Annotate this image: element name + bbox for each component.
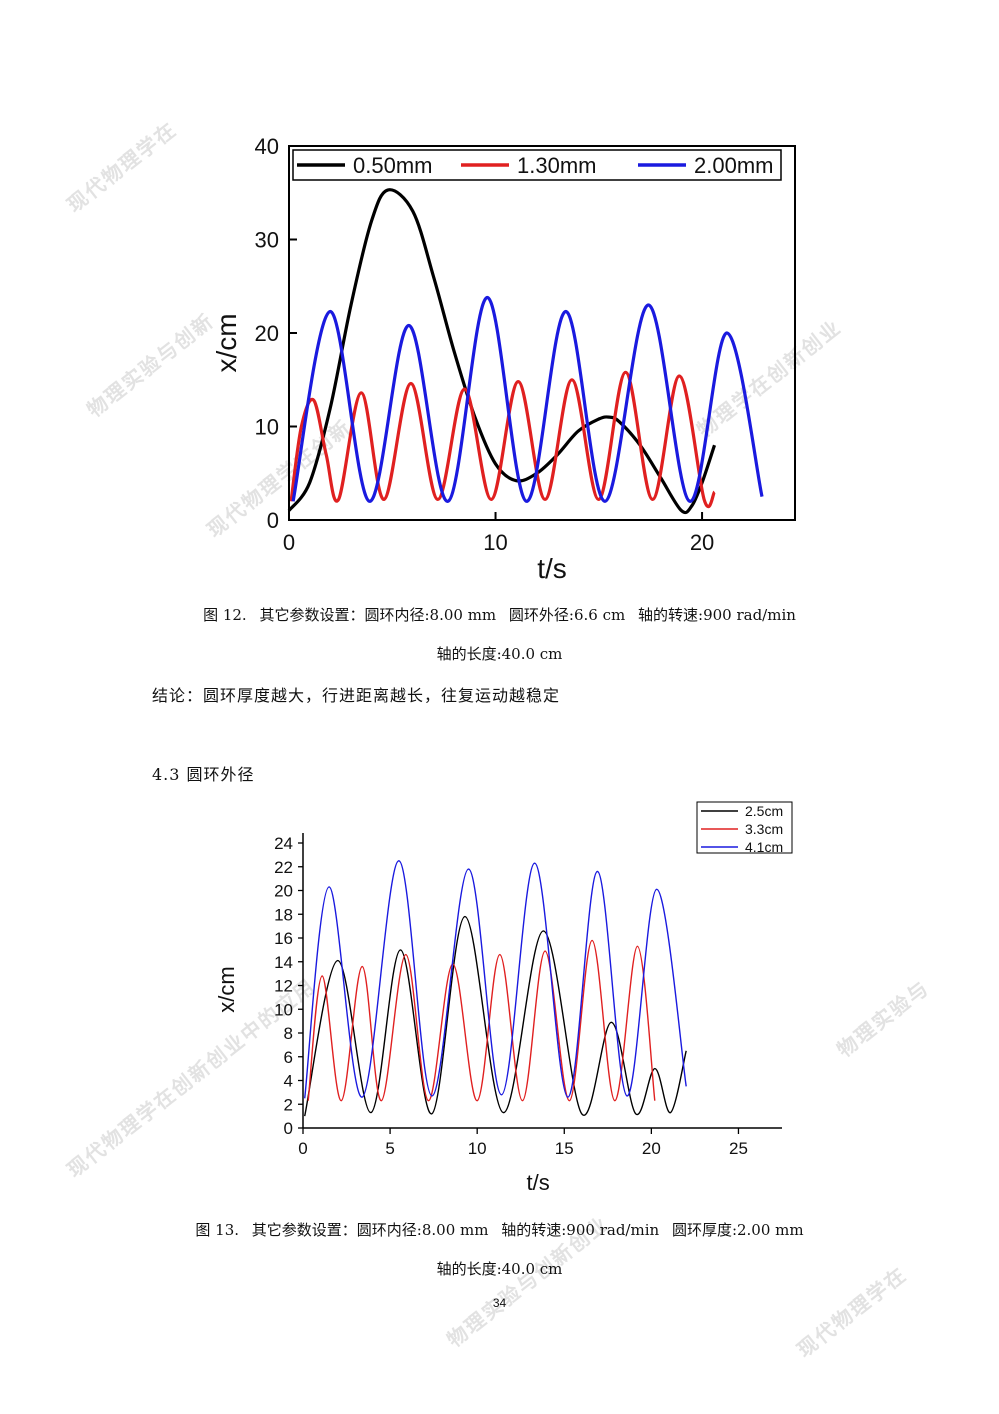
series-line-3.3cm (307, 939, 656, 1102)
figure-13-caption-line2: 轴的长度:40.0 cm (436, 1260, 563, 1278)
x-tick-label: 0 (298, 1139, 307, 1158)
y-tick-label: 10 (255, 415, 279, 440)
x-tick-label: 25 (729, 1139, 748, 1158)
y-tick-label: 0 (284, 1119, 293, 1138)
caption-part: 圆环外径:6.6 cm (508, 606, 626, 624)
caption-part: 其它参数设置：圆环内径:8.00 mm (251, 1221, 489, 1239)
section-heading: 4.3 圆环外径 (152, 765, 255, 784)
legend-label: 0.50mm (353, 153, 432, 178)
y-tick-label: 16 (274, 929, 293, 948)
y-tick-label: 0 (267, 508, 279, 533)
caption-part: 其它参数设置：圆环内径:8.00 mm (259, 606, 497, 624)
figure-12-svg: 0 10 20 30 40 0 10 20 t/s x/cm 0.50mm 1.30mm 2.00mm (211, 134, 796, 584)
y-tick-label: 8 (284, 1024, 293, 1043)
conclusion-text: 结论：圆环厚度越大，行进距离越长，往复运动越稳定 (152, 686, 561, 705)
y-tick-label: 10 (274, 1000, 293, 1019)
plot-frame (288, 145, 796, 521)
legend-label: 2.00mm (694, 153, 773, 178)
y-tick-label: 12 (274, 977, 293, 996)
y-tick-label: 4 (284, 1072, 293, 1091)
y-tick-label: 14 (274, 953, 293, 972)
caption-part: 轴的转速:900 rad/min (501, 1221, 660, 1239)
caption-label: 图 13. (195, 1221, 240, 1239)
x-tick-label: 20 (690, 530, 714, 555)
y-axis-label: x/cm (211, 313, 242, 372)
x-axis-label: t/s (527, 1170, 550, 1195)
x-tick-label: 20 (642, 1139, 661, 1158)
y-tick-label: 22 (274, 858, 293, 877)
y-tick-label: 24 (274, 834, 293, 853)
x-tick-label: 10 (468, 1139, 487, 1158)
caption-label: 图 12. (203, 606, 247, 624)
figure-12-caption: 图 12. 其它参数设置：圆环内径:8.00 mm 圆环外径:6.6 cm 轴的… (0, 604, 999, 625)
x-tick-label: 5 (385, 1139, 394, 1158)
y-tick-label: 2 (284, 1095, 293, 1114)
legend-label: 1.30mm (517, 153, 596, 178)
series-line-4.1cm (304, 860, 687, 1099)
series-line-1.30mm (289, 370, 716, 509)
x-tick-label: 15 (555, 1139, 574, 1158)
legend-box (292, 149, 782, 181)
y-tick-label: 6 (284, 1048, 293, 1067)
figure-13-chart: 0 2 4 6 8 10 12 14 16 18 20 22 24 0 5 10 15 20 25 t/s x/cm 2.… (0, 790, 999, 1200)
y-tick-label: 20 (255, 321, 279, 346)
y-axis-label: x/cm (214, 966, 239, 1012)
caption-part: 圆环厚度:2.00 mm (671, 1221, 804, 1239)
y-tick-label: 20 (274, 882, 293, 901)
y-tick-label: 30 (255, 228, 279, 253)
caption-part: 轴的转速:900 rad/min (638, 606, 796, 624)
series-line-2.00mm (291, 295, 764, 503)
legend-label: 2.5cm (745, 803, 783, 819)
legend-label: 4.1cm (745, 839, 783, 855)
figure-12-chart: 0 10 20 30 40 0 10 20 t/s x/cm 0.50mm 1.30mm 2.00mm (0, 0, 999, 600)
y-tick-label: 40 (255, 134, 279, 159)
y-tick-label: 18 (274, 905, 293, 924)
x-tick-label: 0 (283, 530, 295, 555)
x-axis-label: t/s (537, 553, 567, 584)
x-tick-label: 10 (483, 530, 507, 555)
series-line-2.5cm (304, 915, 687, 1117)
figure-13-caption: 图 13. 其它参数设置：圆环内径:8.00 mm 轴的转速:900 rad/m… (0, 1219, 999, 1240)
figure-12-caption-line2: 轴的长度:40.0 cm (436, 645, 563, 663)
page-number: 34 (492, 1296, 507, 1310)
legend-label: 3.3cm (745, 821, 783, 837)
